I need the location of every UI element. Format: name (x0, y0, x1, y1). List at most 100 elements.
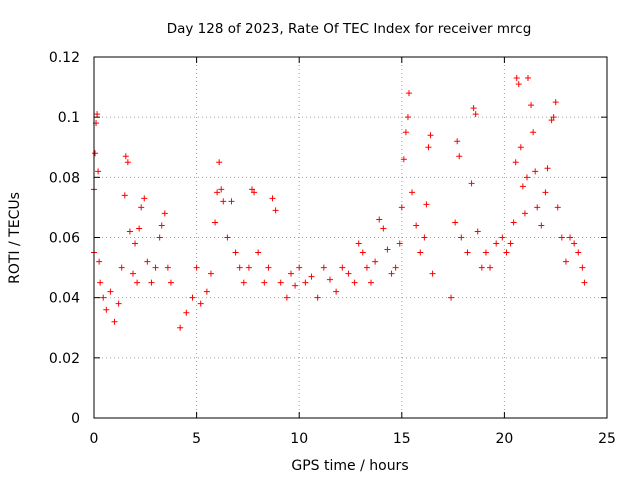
data-point (405, 90, 412, 97)
data-point (521, 210, 528, 217)
data-point (400, 156, 407, 163)
data-point (351, 279, 358, 286)
y-tick-label: 0.02 (49, 351, 80, 367)
data-point (261, 279, 268, 286)
data-point (534, 204, 541, 211)
data-point (118, 264, 125, 271)
data-point (183, 309, 190, 316)
data-point (216, 159, 223, 166)
data-point (277, 279, 284, 286)
data-point (538, 222, 545, 229)
data-point (197, 300, 204, 307)
y-tick-label: 0.12 (49, 50, 80, 66)
data-point (493, 240, 500, 247)
data-point (129, 270, 136, 277)
data-point (308, 273, 315, 280)
data-point (372, 258, 379, 265)
data-point (161, 210, 168, 217)
y-tick-label: 0.06 (49, 231, 80, 247)
data-point (95, 168, 102, 175)
x-tick-label: 5 (192, 431, 201, 447)
data-point (581, 279, 588, 286)
data-point (203, 288, 210, 295)
data-point (122, 153, 129, 160)
data-point (224, 234, 231, 241)
data-point (388, 270, 395, 277)
data-point (571, 240, 578, 247)
data-point (302, 279, 309, 286)
data-point (468, 180, 475, 187)
data-point (487, 264, 494, 271)
data-point (409, 189, 416, 196)
data-point (470, 105, 477, 112)
data-point (138, 204, 145, 211)
data-point (141, 195, 148, 202)
data-points (91, 75, 588, 331)
data-point (515, 81, 522, 88)
data-point (214, 189, 221, 196)
data-point (92, 150, 99, 157)
data-point (513, 75, 520, 82)
data-point (111, 318, 118, 325)
data-point (404, 114, 411, 121)
data-point (544, 165, 551, 172)
data-point (464, 249, 471, 256)
data-point (519, 183, 526, 190)
data-point (218, 186, 225, 193)
data-point (115, 300, 122, 307)
data-point (228, 198, 235, 205)
x-tick-label: 15 (393, 431, 411, 447)
data-point (136, 225, 143, 232)
data-point (507, 240, 514, 247)
gridlines (94, 57, 607, 418)
data-point (552, 99, 559, 106)
data-point (474, 228, 481, 235)
data-point (368, 279, 375, 286)
data-point (554, 204, 561, 211)
data-point (398, 204, 405, 211)
chart-title: Day 128 of 2023, Rate Of TEC Index for r… (167, 21, 532, 37)
data-point (148, 279, 155, 286)
data-point (326, 276, 333, 283)
data-point (528, 102, 535, 109)
x-axis-ticks: 0 5 10 15 20 25 (90, 57, 616, 447)
data-point (550, 114, 557, 121)
data-point (97, 279, 104, 286)
data-point (121, 192, 128, 199)
data-point (272, 207, 279, 214)
x-tick-label: 25 (598, 431, 616, 447)
data-point (421, 234, 428, 241)
data-point (532, 168, 539, 175)
data-point (472, 111, 479, 118)
data-point (339, 264, 346, 271)
data-point (413, 222, 420, 229)
data-point (530, 129, 537, 136)
data-point (523, 174, 530, 181)
data-point (240, 279, 247, 286)
data-point (100, 294, 107, 301)
data-point (167, 279, 174, 286)
data-point (345, 270, 352, 277)
data-point (94, 111, 101, 118)
data-point (255, 249, 262, 256)
data-point (562, 258, 569, 265)
data-point (402, 129, 409, 136)
data-point (269, 195, 276, 202)
data-point (510, 219, 517, 226)
data-point (417, 249, 424, 256)
data-point (212, 219, 219, 226)
data-point (245, 264, 252, 271)
data-point (126, 228, 133, 235)
data-point (359, 249, 366, 256)
data-point (499, 234, 506, 241)
data-point (579, 264, 586, 271)
data-point (396, 240, 403, 247)
data-point (423, 201, 430, 208)
data-point (380, 225, 387, 232)
data-point (292, 282, 299, 289)
data-point (320, 264, 327, 271)
data-point (427, 132, 434, 139)
x-tick-label: 20 (495, 431, 513, 447)
data-point (448, 294, 455, 301)
data-point (452, 219, 459, 226)
